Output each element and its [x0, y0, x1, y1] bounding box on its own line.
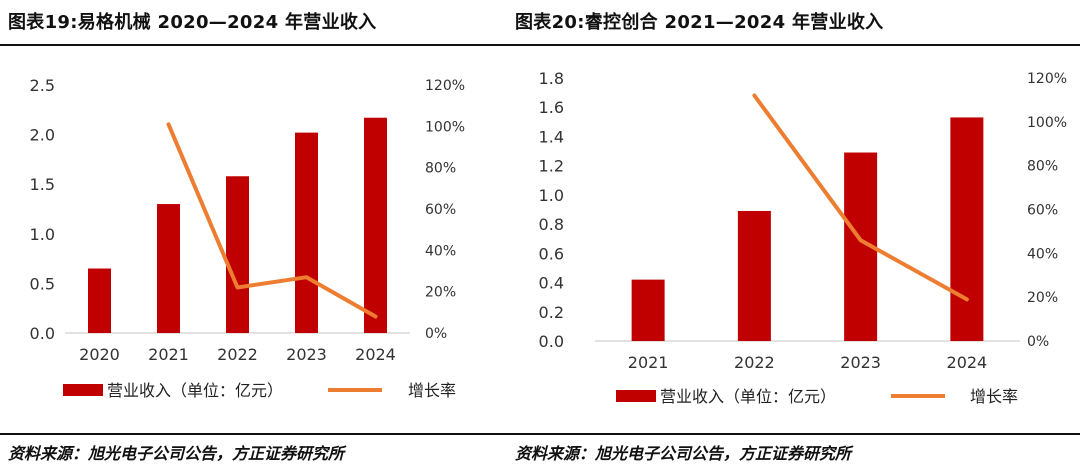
revenue-chart-19: 2.5 2.0 1.5 1.0 0.5 0.0 120% 100% 80% 60% 40% 20% 0%…	[30, 76, 465, 400]
y-tick-label: 0.0	[539, 332, 564, 351]
y2-tick-label: 0%	[1027, 334, 1049, 350]
y-tick-label: 0.6	[539, 244, 564, 263]
legend-line-label: 增长率	[408, 381, 456, 400]
y2-tick-label: 100%	[425, 119, 465, 135]
x-tick-label: 2024	[947, 353, 988, 372]
chart-title: 图表19:易格机械 2020—2024 年营业收入	[8, 12, 377, 33]
chart-panel-19: 图表19:易格机械 2020—2024 年营业收入 2.5 2.0 1.5 1.0 0.…	[0, 0, 525, 472]
y2-tick-label: 120%	[1027, 71, 1067, 87]
legend-bar-swatch	[63, 384, 103, 396]
growth-rate-point	[965, 297, 969, 301]
y2-tick-label: 80%	[1027, 159, 1058, 175]
title-divider	[0, 44, 525, 46]
y-tick-label: 0.8	[539, 215, 564, 234]
revenue-bar	[364, 117, 387, 334]
y2-tick-label: 0%	[425, 326, 447, 342]
y2-tick-label: 20%	[1027, 290, 1058, 306]
legend-line-label: 增长率	[970, 387, 1018, 406]
y2-tick-label: 80%	[425, 161, 456, 177]
legend-bar-swatch	[616, 390, 656, 402]
revenue-bar	[157, 204, 180, 333]
y-tick-label: 1.4	[539, 127, 564, 146]
x-tick-label: 2021	[148, 345, 189, 364]
y-tick-label: 0.2	[539, 303, 564, 322]
y-tick-label: 1.0	[30, 225, 55, 244]
title-divider	[512, 44, 1080, 46]
legend-bar-label: 营业收入（单位：亿元）	[660, 387, 836, 406]
x-tick-label: 2022	[734, 353, 775, 372]
y-tick-label: 0.4	[539, 274, 564, 293]
source-divider	[0, 433, 525, 435]
y2-tick-label: 120%	[425, 78, 465, 94]
x-tick-label: 2021	[628, 353, 669, 372]
legend-bar-label: 营业收入（单位：亿元）	[107, 381, 283, 400]
x-tick-label: 2023	[840, 353, 881, 372]
growth-rate-point	[305, 275, 308, 279]
y-tick-label: 1.2	[539, 157, 564, 176]
growth-rate-point	[752, 94, 756, 98]
growth-rate-point	[236, 286, 239, 290]
revenue-bar	[737, 210, 771, 341]
y2-tick-label: 100%	[1027, 115, 1067, 131]
y2-tick-label: 20%	[425, 285, 456, 301]
revenue-bar	[295, 132, 318, 333]
source-note: 资料来源：旭光电子公司公告，方正证券研究所	[8, 444, 345, 463]
x-tick-label: 2023	[286, 345, 327, 364]
chart-title: 图表20:睿控创合 2021—2024 年营业收入	[515, 12, 884, 33]
revenue-bar	[226, 176, 249, 333]
source-note: 资料来源：旭光电子公司公告，方正证券研究所	[515, 444, 852, 463]
growth-rate-line	[166, 122, 378, 319]
x-tick-label: 2020	[79, 345, 120, 364]
chart-panel-20: 图表20:睿控创合 2021—2024 年营业收入 1.8 1.6 1.4 1.2 1.…	[512, 0, 1080, 472]
growth-rate-point	[167, 122, 170, 126]
y-tick-label: 1.6	[539, 98, 564, 117]
y-tick-label: 2.5	[30, 76, 55, 95]
y-tick-label: 0.5	[30, 274, 55, 293]
revenue-bar	[631, 279, 665, 341]
x-tick-label: 2022	[217, 345, 258, 364]
y-tick-label: 2.0	[30, 126, 55, 145]
revenue-bar	[950, 117, 984, 341]
growth-rate-point	[374, 314, 377, 318]
source-divider	[512, 433, 1080, 435]
growth-rate-point	[859, 238, 863, 242]
y-tick-label: 1.5	[30, 175, 55, 194]
y2-tick-label: 40%	[1027, 246, 1058, 262]
y-tick-label: 1.8	[539, 69, 564, 88]
y2-tick-label: 60%	[425, 202, 456, 218]
y2-tick-label: 40%	[425, 243, 456, 259]
x-tick-label: 2024	[355, 345, 396, 364]
y2-tick-label: 60%	[1027, 203, 1058, 219]
y-tick-label: 1.0	[539, 186, 564, 205]
y-tick-label: 0.0	[30, 324, 55, 343]
revenue-chart-20: 1.8 1.6 1.4 1.2 1.0 0.8 0.6 0.4 0.2 0.0 120% 100% 80…	[539, 69, 1067, 406]
revenue-bar	[88, 268, 111, 333]
